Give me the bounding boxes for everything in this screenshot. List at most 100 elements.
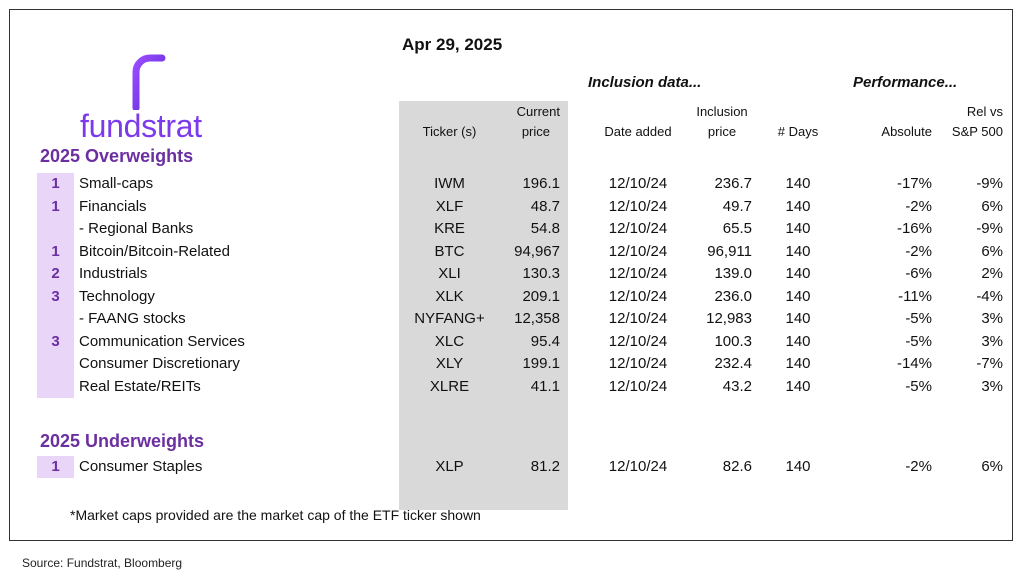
report-date: Apr 29, 2025 — [402, 35, 503, 54]
rank-cell: 1 — [37, 195, 74, 218]
absolute-perf-cell: -16% — [896, 220, 932, 237]
absolute-perf-cell: -2% — [905, 458, 932, 475]
days-cell: 140 — [785, 310, 811, 327]
rel-sp500-cell: -7% — [976, 355, 1003, 372]
sector-name: Consumer Staples — [79, 458, 203, 475]
col-header-date-added: Date added — [604, 124, 672, 139]
col-header-absolute: Absolute — [881, 124, 932, 139]
inclusion-price-cell: 65.5 — [722, 220, 752, 237]
rel-sp500-cell: 2% — [981, 265, 1003, 282]
rel-sp500-cell: 6% — [981, 242, 1003, 260]
days-cell: 140 — [785, 242, 811, 260]
ticker-cell: XLP — [435, 458, 464, 475]
col-header-current-1: Current — [516, 104, 560, 119]
sector-name: Industrials — [79, 265, 148, 282]
absolute-perf-cell: -6% — [905, 265, 932, 282]
inclusion-price-cell: 236.7 — [714, 175, 752, 192]
ticker-cell: XLI — [438, 265, 461, 282]
ticker-cell: XLK — [435, 287, 464, 305]
current-price-cell: 130.3 — [522, 265, 560, 282]
ticker-cell: IWM — [434, 175, 465, 192]
col-header-rel-2: S&P 500 — [951, 124, 1003, 139]
days-cell: 140 — [785, 175, 811, 192]
inclusion-price-cell: 100.3 — [714, 332, 752, 350]
sector-name: Consumer Discretionary — [79, 355, 240, 372]
ticker-cell: XLY — [435, 355, 464, 372]
col-header-inclusion-1: Inclusion — [696, 104, 748, 119]
rel-sp500-cell: 6% — [981, 458, 1003, 475]
col-header-ticker: Ticker (s) — [422, 124, 477, 139]
inclusion-price-cell: 96,911 — [707, 242, 752, 260]
rank-cell — [37, 218, 74, 240]
current-price-cell: 41.1 — [530, 377, 560, 395]
current-price-cell: 196.1 — [522, 175, 560, 192]
inclusion-price-cell: 139.0 — [714, 265, 752, 282]
table-row: 1 Financials XLF 48.7 12/10/24 49.7 140 … — [10, 195, 1014, 218]
current-price-cell: 54.8 — [530, 220, 560, 237]
days-cell: 140 — [785, 197, 811, 215]
inclusion-price-cell: 236.0 — [714, 287, 752, 305]
absolute-perf-cell: -5% — [905, 310, 932, 327]
days-cell: 140 — [785, 355, 811, 372]
current-price-cell: 12,358 — [514, 310, 560, 327]
date-added-cell: 12/10/24 — [608, 332, 668, 350]
date-added-cell: 12/10/24 — [608, 287, 668, 305]
date-added-cell: 12/10/24 — [608, 458, 668, 475]
days-cell: 140 — [785, 220, 811, 237]
absolute-perf-cell: -5% — [905, 377, 932, 395]
rel-sp500-cell: 3% — [981, 310, 1003, 327]
source-note: Source: Fundstrat, Bloomberg — [22, 556, 183, 570]
date-added-cell: 12/10/24 — [608, 197, 668, 215]
days-cell: 140 — [785, 377, 811, 395]
sector-name: Financials — [79, 197, 147, 215]
sector-name: Communication Services — [79, 332, 245, 350]
section-title-underweights: 2025 Underweights — [40, 431, 205, 451]
date-added-cell: 12/10/24 — [608, 242, 668, 260]
ticker-cell: XLC — [434, 332, 465, 350]
days-cell: 140 — [785, 458, 811, 475]
inclusion-price-cell: 12,983 — [706, 310, 752, 327]
col-header-inclusion-2: price — [707, 124, 737, 139]
sector-name: - Regional Banks — [79, 220, 194, 237]
rel-sp500-cell: 3% — [981, 332, 1003, 350]
ticker-cell: XLRE — [429, 377, 470, 395]
current-price-cell: 48.7 — [530, 197, 560, 215]
col-header-current-2: price — [521, 124, 550, 139]
inclusion-price-cell: 49.7 — [722, 197, 752, 215]
rel-sp500-cell: 6% — [981, 197, 1003, 215]
rel-sp500-cell: -9% — [976, 175, 1003, 192]
table-row: - Regional Banks KRE 54.8 12/10/24 65.5 … — [10, 218, 1014, 240]
current-price-cell: 95.4 — [530, 332, 560, 350]
rank-cell — [37, 353, 74, 375]
section-title-overweights: 2025 Overweights — [40, 146, 194, 166]
ticker-cell: BTC — [434, 242, 465, 260]
rel-sp500-cell: -4% — [976, 287, 1003, 305]
fundstrat-wordmark: fundstrat — [80, 108, 202, 144]
col-header-rel-1: Rel vs — [966, 104, 1003, 119]
rank-cell: 1 — [37, 240, 74, 263]
table-row: Real Estate/REITs XLRE 41.1 12/10/24 43.… — [10, 375, 1014, 398]
table-row: 1 Consumer Staples XLP 81.2 12/10/24 82.… — [10, 456, 1014, 478]
table-row: 1 Small-caps IWM 196.1 12/10/24 236.7 14… — [10, 173, 1014, 195]
table-frame: Apr 29, 2025 fundstrat Inclusion data...… — [9, 9, 1013, 541]
inclusion-price-cell: 82.6 — [722, 458, 752, 475]
table-row: 1 Bitcoin/Bitcoin-Related BTC 94,967 12/… — [10, 240, 1014, 263]
ticker-price-band — [399, 101, 568, 510]
rank-cell: 3 — [37, 285, 74, 308]
rel-sp500-cell: -9% — [976, 220, 1003, 237]
rank-cell: 2 — [37, 263, 74, 285]
performance-group-header: Performance... — [853, 74, 958, 91]
inclusion-group-header: Inclusion data... — [588, 74, 702, 91]
absolute-perf-cell: -14% — [896, 355, 932, 372]
date-added-cell: 12/10/24 — [608, 175, 668, 192]
rank-cell: 3 — [37, 330, 74, 353]
rank-cell: 1 — [37, 173, 74, 195]
date-added-cell: 12/10/24 — [608, 310, 668, 327]
days-cell: 140 — [785, 287, 811, 305]
date-added-cell: 12/10/24 — [608, 377, 668, 395]
current-price-cell: 209.1 — [522, 287, 560, 305]
table-row: - FAANG stocks NYFANG+ 12,358 12/10/24 1… — [10, 308, 1014, 330]
rank-cell — [37, 308, 74, 330]
sector-name: Technology — [79, 287, 155, 305]
inclusion-price-cell: 43.2 — [722, 377, 752, 395]
